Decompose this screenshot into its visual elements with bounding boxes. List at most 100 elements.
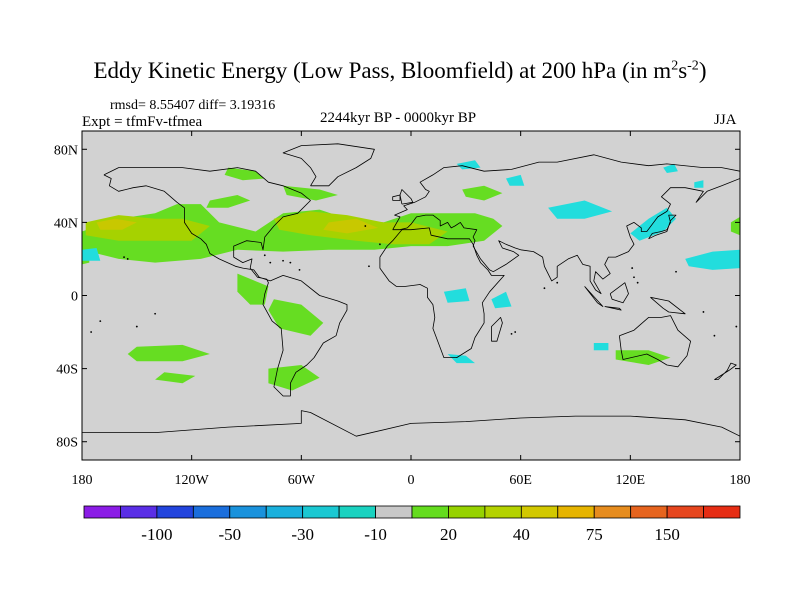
anomaly-region xyxy=(127,344,210,362)
colorbar-label: 75 xyxy=(586,525,603,544)
coastline xyxy=(82,410,740,437)
coastline xyxy=(619,315,691,368)
colorbar-label: 150 xyxy=(654,525,680,544)
statistics-text: rmsd= 8.55407 diff= 3.19316 xyxy=(110,98,276,113)
lon-tick-label: 120W xyxy=(175,473,210,488)
anomaly-region xyxy=(456,160,481,170)
anomaly-region xyxy=(663,163,678,173)
coastline xyxy=(379,227,505,359)
anomaly-region xyxy=(630,207,676,241)
island-dot xyxy=(123,256,125,259)
colorbar-swatch xyxy=(83,505,121,519)
island-dot xyxy=(282,259,284,262)
island-dot xyxy=(90,331,93,333)
colorbar-swatch xyxy=(520,505,559,519)
coastline xyxy=(609,282,629,304)
lat-tick-label: 40N xyxy=(54,216,78,231)
colorbar-label: -10 xyxy=(364,525,387,544)
colorbar-label: -50 xyxy=(218,525,241,544)
island-dot xyxy=(702,311,705,313)
anomaly-region xyxy=(593,343,609,351)
colorbar-swatch xyxy=(448,505,486,519)
colorbar-swatch xyxy=(557,505,595,519)
colorbar-label: -100 xyxy=(141,525,172,544)
island-dot xyxy=(675,270,677,273)
anomaly-region xyxy=(462,185,503,201)
figure-title: Eddy Kinetic Energy (Low Pass, Bloomfiel… xyxy=(93,58,707,83)
colorbar-swatch xyxy=(666,505,704,519)
colorbar-swatch xyxy=(338,505,376,519)
lat-tick-label: 80S xyxy=(56,436,78,451)
island-dot xyxy=(633,276,635,279)
coastline xyxy=(650,296,686,315)
anomaly-region xyxy=(268,365,320,391)
island-dot xyxy=(631,267,634,269)
colorbar-swatch xyxy=(302,505,340,519)
island-dot xyxy=(269,261,272,264)
colorbar-swatch xyxy=(375,505,413,519)
anomaly-region xyxy=(82,248,101,261)
island-dot xyxy=(510,332,513,335)
lon-tick-label: 60E xyxy=(509,473,532,488)
anomaly-region xyxy=(224,167,265,181)
coastline xyxy=(103,167,348,397)
lon-tick-label: 120E xyxy=(616,473,646,488)
anomaly-region xyxy=(506,174,525,186)
island-dot xyxy=(713,334,716,337)
colorbar-swatch xyxy=(484,505,522,519)
lat-tick-label: 80N xyxy=(54,143,78,158)
period-label: 2244kyr BP - 0000kyr BP xyxy=(320,110,477,126)
anomaly-region xyxy=(82,204,503,263)
coastlines xyxy=(82,143,740,437)
island-dot xyxy=(556,281,559,284)
anomaly-region xyxy=(237,273,269,305)
anomaly-region xyxy=(447,354,475,364)
coastline xyxy=(392,194,401,201)
anomaly-fills xyxy=(82,160,740,391)
colorbar-swatch xyxy=(229,505,267,519)
island-dot xyxy=(379,243,381,246)
coastline xyxy=(604,306,622,311)
island-dot xyxy=(298,269,301,271)
experiment-label: Expt = tfmFv-tfmea xyxy=(82,114,203,130)
island-dot xyxy=(126,258,129,260)
coastline xyxy=(282,143,375,187)
coastline xyxy=(584,286,604,307)
anomaly-region xyxy=(685,249,740,270)
lon-tick-label: 180 xyxy=(730,473,751,488)
longitude-axis: 180 120W 60W 0 60E 120E 180 xyxy=(72,131,751,488)
colorbar-label: 40 xyxy=(513,525,530,544)
island-dot xyxy=(99,320,102,322)
colorbar-swatch xyxy=(703,505,741,519)
island-dot xyxy=(514,331,517,333)
anomaly-region xyxy=(548,200,613,219)
island-dot xyxy=(364,225,367,227)
colorbar-swatch xyxy=(192,505,231,519)
colorbar-swatch xyxy=(265,505,304,519)
coastline xyxy=(490,316,503,342)
island-dot xyxy=(154,312,157,315)
anomaly-region xyxy=(730,216,740,236)
colorbar-swatch xyxy=(593,505,632,519)
lon-tick-label: 0 xyxy=(408,473,415,488)
latitude-axis: 80N 40N 0 40S 80S xyxy=(54,143,740,451)
anomaly-region xyxy=(694,180,704,188)
island-dot xyxy=(735,325,738,328)
anomaly-region xyxy=(206,195,251,208)
coastline xyxy=(714,362,737,381)
anomaly-region xyxy=(155,372,196,384)
colorbar-swatch xyxy=(156,505,194,519)
colorbar-label: -30 xyxy=(291,525,314,544)
island-dot xyxy=(135,325,138,328)
lon-tick-label: 180 xyxy=(72,473,93,488)
island-dot xyxy=(636,281,639,284)
anomaly-region xyxy=(443,288,470,303)
island-dot xyxy=(289,261,292,264)
island-dot xyxy=(543,287,546,290)
anomaly-region xyxy=(491,291,512,309)
colorbar-label: 20 xyxy=(440,525,457,544)
lat-tick-label: 0 xyxy=(71,290,78,305)
colorbar: -100 -50 -30 -10 20 40 75 150 xyxy=(83,505,741,544)
colorbar-swatch xyxy=(120,505,158,519)
